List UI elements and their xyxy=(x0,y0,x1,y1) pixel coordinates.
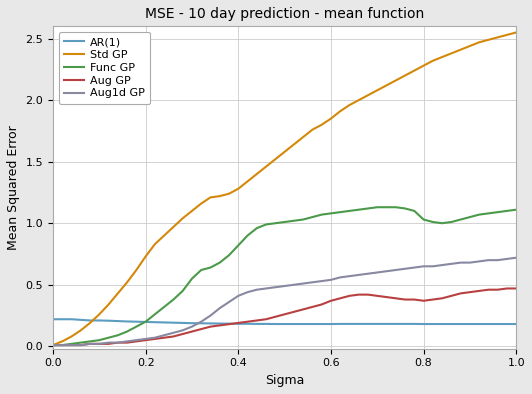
Line: Aug GP: Aug GP xyxy=(53,288,516,345)
Std GP xyxy=(355,98,362,102)
X-axis label: Sigma: Sigma xyxy=(265,374,304,387)
Func GP xyxy=(50,343,56,348)
AR(1) xyxy=(365,322,371,326)
Aug1d GP xyxy=(513,255,519,260)
AR(1) xyxy=(50,317,56,322)
AR(1) xyxy=(393,322,399,326)
Aug1d GP xyxy=(504,256,510,261)
AR(1) xyxy=(152,320,158,325)
Std GP xyxy=(384,83,390,88)
AR(1) xyxy=(198,321,204,326)
Aug1d GP xyxy=(198,319,204,324)
Func GP xyxy=(198,268,204,272)
Func GP xyxy=(393,205,399,210)
Aug GP xyxy=(513,286,519,291)
Aug1d GP xyxy=(189,324,195,329)
Func GP xyxy=(152,312,158,317)
Func GP xyxy=(189,276,195,281)
Func GP xyxy=(513,207,519,212)
Aug1d GP xyxy=(384,269,390,273)
Aug GP xyxy=(355,292,362,297)
Aug GP xyxy=(198,327,204,331)
Line: Std GP: Std GP xyxy=(53,32,516,345)
Aug GP xyxy=(50,343,56,348)
Func GP xyxy=(374,205,380,210)
Aug GP xyxy=(152,336,158,341)
Line: Aug1d GP: Aug1d GP xyxy=(53,258,516,345)
Func GP xyxy=(355,207,362,212)
Aug1d GP xyxy=(50,343,56,348)
Std GP xyxy=(50,343,56,348)
Legend: AR(1), Std GP, Func GP, Aug GP, Aug1d GP: AR(1), Std GP, Func GP, Aug GP, Aug1d GP xyxy=(59,32,150,104)
Title: MSE - 10 day prediction - mean function: MSE - 10 day prediction - mean function xyxy=(145,7,424,21)
Line: AR(1): AR(1) xyxy=(53,319,516,324)
Std GP xyxy=(513,30,519,35)
AR(1) xyxy=(189,321,195,325)
Std GP xyxy=(152,242,158,247)
Aug GP xyxy=(504,286,510,291)
Aug GP xyxy=(384,295,390,299)
Std GP xyxy=(189,208,195,213)
Line: Func GP: Func GP xyxy=(53,207,516,345)
Std GP xyxy=(198,201,204,206)
Std GP xyxy=(504,33,510,37)
AR(1) xyxy=(272,322,279,326)
AR(1) xyxy=(513,322,519,326)
Y-axis label: Mean Squared Error: Mean Squared Error xyxy=(7,125,20,250)
AR(1) xyxy=(504,322,510,326)
Aug1d GP xyxy=(152,335,158,340)
Aug GP xyxy=(495,287,501,292)
Aug GP xyxy=(189,329,195,334)
Aug1d GP xyxy=(355,273,362,277)
Func GP xyxy=(504,208,510,213)
